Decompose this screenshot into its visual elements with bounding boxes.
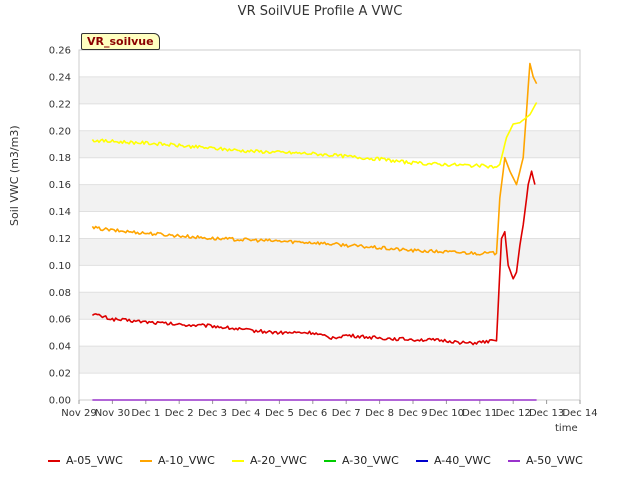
x-tick-label: Dec 11 — [462, 408, 497, 419]
x-tick-label: Dec 9 — [399, 408, 428, 419]
x-tick-label: Dec 8 — [365, 408, 394, 419]
legend-label: A-10_VWC — [158, 454, 215, 467]
series-line-a-05-vwc — [91, 170, 536, 346]
y-tick-label: 0.00 — [49, 396, 71, 407]
y-tick-label: 0.26 — [49, 46, 71, 57]
legend-entry: A-50_VWC — [508, 454, 600, 467]
site-badge: VR_soilvue — [81, 33, 160, 50]
legend-swatch — [140, 459, 152, 462]
x-tick-label: Dec 10 — [429, 408, 464, 419]
y-tick-label: 0.16 — [49, 180, 71, 191]
x-tick-label: Dec 14 — [562, 408, 597, 419]
x-tick-label: Dec 12 — [496, 408, 531, 419]
y-tick-label: 0.12 — [49, 234, 71, 245]
y-tick-label: 0.08 — [49, 288, 71, 299]
legend-entry: A-40_VWC — [416, 454, 508, 467]
x-tick-label: Dec 6 — [298, 408, 327, 419]
x-tick-label: Dec 5 — [265, 408, 294, 419]
y-tick-label: 0.24 — [49, 72, 71, 83]
legend-swatch — [48, 459, 60, 462]
grid-band — [79, 238, 580, 266]
y-tick-label: 0.04 — [49, 342, 71, 353]
y-tick-label: 0.10 — [49, 261, 71, 272]
legend-entry: A-30_VWC — [324, 454, 416, 467]
legend-label: A-05_VWC — [66, 454, 123, 467]
legend-swatch — [508, 459, 520, 462]
x-tick-label: Nov 30 — [95, 408, 130, 419]
legend-entry: A-20_VWC — [232, 454, 324, 467]
chart-title: VR SoilVUE Profile A VWC — [237, 4, 403, 19]
x-tick-label: Dec 7 — [332, 408, 361, 419]
legend-label: A-30_VWC — [342, 454, 399, 467]
legend-label: A-50_VWC — [526, 454, 583, 467]
grid-band — [79, 346, 580, 374]
x-tick-label: Nov 29 — [61, 408, 96, 419]
x-tick-label: Dec 2 — [165, 408, 194, 419]
x-tick-label: Dec 13 — [529, 408, 564, 419]
legend: A-05_VWC A-10_VWC A-20_VWC A-30_VWC A-40_VWC… — [48, 454, 600, 467]
grid-band — [79, 292, 580, 320]
legend-swatch — [416, 459, 428, 462]
y-tick-label: 0.18 — [49, 153, 71, 164]
y-tick-label: 0.02 — [49, 369, 71, 380]
grid-band — [79, 184, 580, 212]
legend-entry: A-05_VWC — [48, 454, 140, 467]
y-tick-label: 0.06 — [49, 315, 71, 326]
y-tick-label: 0.20 — [49, 126, 71, 137]
x-axis-label: time — [555, 423, 578, 434]
x-tick-label: Dec 3 — [198, 408, 227, 419]
x-tick-label: Dec 1 — [131, 408, 160, 419]
grid-band — [79, 76, 580, 104]
x-tick-label: Dec 4 — [232, 408, 261, 419]
legend-swatch — [232, 459, 244, 462]
legend-swatch — [324, 459, 336, 462]
legend-label: A-40_VWC — [434, 454, 491, 467]
series-line-a-10-vwc — [91, 62, 538, 256]
legend-label: A-20_VWC — [250, 454, 307, 467]
y-tick-label: 0.14 — [49, 207, 71, 218]
y-tick-label: 0.22 — [49, 99, 71, 110]
series-line-a-20-vwc — [91, 102, 538, 169]
y-axis-label: Soil VWC (m3/m3) — [8, 125, 21, 226]
legend-entry: A-10_VWC — [140, 454, 232, 467]
